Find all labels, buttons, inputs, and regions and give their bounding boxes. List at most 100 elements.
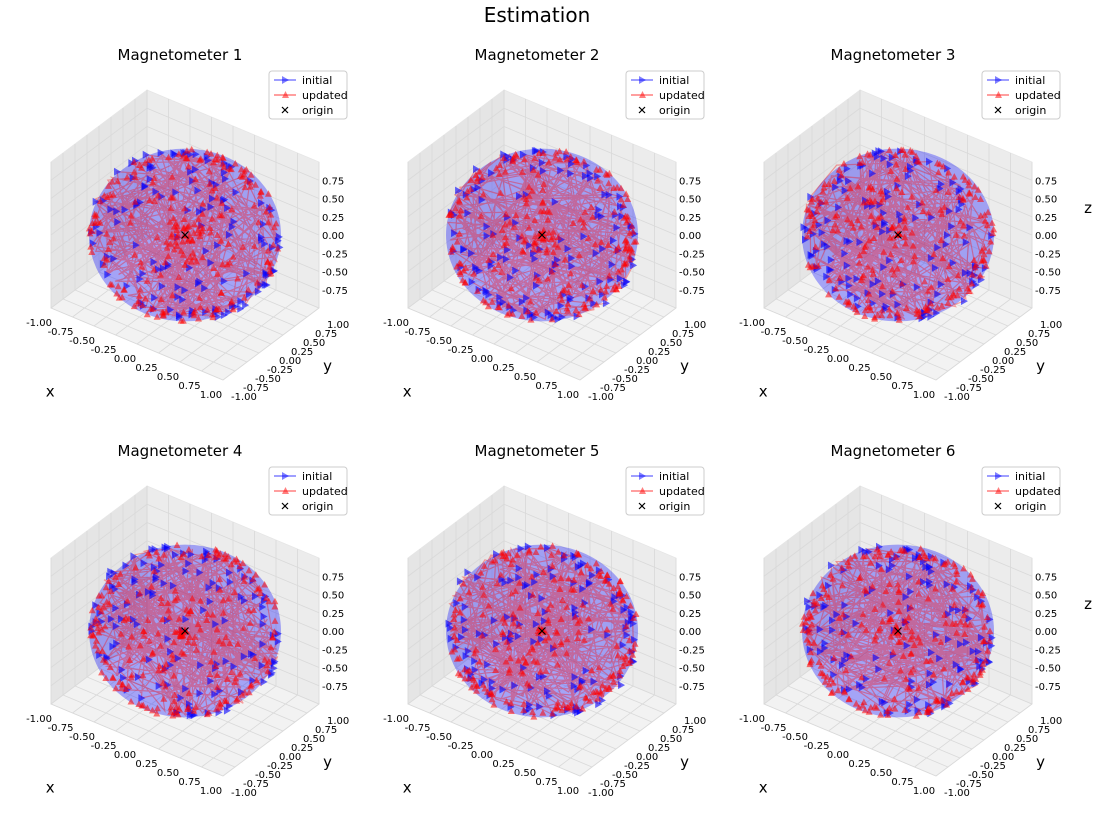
marker-initial xyxy=(957,640,965,649)
marker-initial xyxy=(461,625,469,634)
grid-line xyxy=(146,126,320,199)
grid-line xyxy=(146,199,320,272)
marker-updated xyxy=(140,632,148,639)
marker-updated xyxy=(875,548,883,556)
marker-updated xyxy=(91,212,99,220)
marker-updated xyxy=(507,699,515,707)
marker-updated xyxy=(812,243,820,250)
marker-updated xyxy=(603,171,611,178)
x-tick-label: 0.75 xyxy=(178,777,200,788)
marker-updated xyxy=(567,699,575,707)
marker-initial xyxy=(608,260,616,269)
marker-updated xyxy=(88,227,96,234)
marker-initial xyxy=(853,274,861,283)
marker-updated xyxy=(609,605,617,612)
marker-updated xyxy=(537,207,545,214)
marker-updated xyxy=(977,195,985,203)
marker-updated xyxy=(548,315,556,323)
marker-updated xyxy=(937,638,945,646)
marker-initial xyxy=(526,241,534,250)
legend-marker-origin xyxy=(638,106,646,114)
marker-updated xyxy=(103,256,111,263)
y-tick-label: 0.75 xyxy=(672,329,694,340)
marker-updated xyxy=(270,628,278,635)
y-axis-label: y xyxy=(323,753,332,771)
marker-updated xyxy=(162,238,170,246)
marker-updated xyxy=(544,605,552,613)
marker-initial xyxy=(201,284,209,293)
marker-initial xyxy=(92,601,100,610)
marker-updated xyxy=(587,564,595,572)
grid-line xyxy=(763,107,861,181)
marker-initial xyxy=(487,261,495,270)
marker-initial xyxy=(501,578,509,587)
marker-updated xyxy=(573,158,581,166)
marker-updated xyxy=(543,245,551,253)
marker-updated xyxy=(560,551,568,559)
marker-updated xyxy=(236,670,244,677)
marker-updated xyxy=(605,179,613,187)
marker-updated xyxy=(860,247,868,255)
x-tick-label: -0.25 xyxy=(448,741,474,752)
marker-updated xyxy=(196,156,204,163)
x-tick-label: -0.50 xyxy=(69,336,95,347)
marker-initial xyxy=(132,241,140,250)
x-tick-label: 0.00 xyxy=(827,750,849,761)
marker-updated xyxy=(143,277,151,284)
marker-updated xyxy=(616,671,624,679)
marker-updated xyxy=(961,605,969,612)
marker-initial xyxy=(874,277,882,286)
marker-updated xyxy=(522,199,530,207)
marker-updated xyxy=(219,260,227,268)
marker-updated xyxy=(978,666,986,673)
marker-updated xyxy=(613,642,621,650)
marker-updated xyxy=(94,624,102,632)
marker-updated xyxy=(457,270,465,277)
grid-line xyxy=(50,199,148,272)
grid-line xyxy=(835,649,1009,723)
marker-updated xyxy=(501,619,509,626)
marker-updated xyxy=(539,234,547,242)
marker-updated xyxy=(207,150,215,157)
marker-updated xyxy=(212,662,220,669)
z-tick-label: 0.00 xyxy=(1035,627,1057,638)
marker-updated xyxy=(961,176,969,183)
marker-initial xyxy=(181,286,189,295)
marker-initial xyxy=(261,239,269,248)
marker-initial xyxy=(476,266,484,275)
marker-initial xyxy=(616,192,624,201)
marker-updated xyxy=(264,190,272,197)
marker-initial xyxy=(274,629,282,638)
marker-updated xyxy=(251,654,259,662)
marker-updated xyxy=(261,580,269,588)
marker-initial xyxy=(187,167,195,176)
marker-initial xyxy=(894,300,902,309)
marker-updated xyxy=(966,620,974,628)
marker-updated xyxy=(244,286,252,293)
marker-initial xyxy=(568,254,576,263)
marker-initial xyxy=(846,237,854,246)
legend-marker-initial xyxy=(987,472,1009,480)
marker-updated xyxy=(529,708,537,716)
grid-line xyxy=(146,107,320,181)
marker-initial xyxy=(889,561,897,570)
z-axis-label: z xyxy=(1084,595,1092,613)
marker-updated xyxy=(871,197,879,205)
marker-updated xyxy=(224,552,232,560)
marker-updated xyxy=(228,205,236,213)
marker-initial xyxy=(862,674,870,683)
marker-updated xyxy=(148,650,156,657)
marker-initial xyxy=(908,677,916,686)
marker-updated xyxy=(960,232,968,239)
legend-marker-origin xyxy=(281,106,289,114)
marker-initial xyxy=(172,188,180,197)
marker-updated xyxy=(488,690,496,698)
marker-initial xyxy=(539,167,547,176)
y-axis-label: y xyxy=(323,357,332,375)
marker-updated xyxy=(958,688,966,695)
marker-updated xyxy=(186,633,194,641)
marker-initial xyxy=(455,186,463,195)
y-tick-label: 1.00 xyxy=(684,716,706,727)
marker-initial xyxy=(167,647,175,656)
marker-updated xyxy=(197,597,205,604)
